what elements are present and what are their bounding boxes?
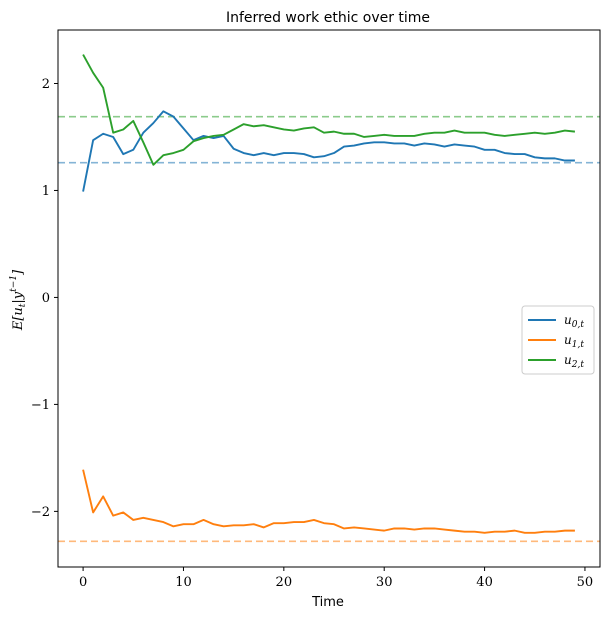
y-tick-label: −1	[31, 398, 50, 413]
y-axis: −2 −1 0 1 2	[31, 77, 58, 520]
legend-label-2: u2,t	[564, 353, 584, 370]
legend: u0,t u1,t u2,t	[521, 305, 595, 375]
series-line-2	[82, 54, 576, 166]
y-tick-label: 2	[42, 77, 50, 92]
legend-box	[521, 305, 595, 375]
x-tick-label: 10	[175, 575, 192, 590]
chart-title: Inferred work ethic over time	[226, 10, 430, 26]
y-tick-label: −2	[31, 505, 50, 520]
series-line-1	[82, 469, 575, 534]
x-axis: 0 10 20 30 40 50	[79, 567, 593, 590]
plot-area: 0 10 20 30 40 50 −2 −1 0 1 2	[31, 29, 601, 590]
x-tick-label: 0	[79, 575, 87, 590]
y-tick-label: 0	[42, 291, 50, 306]
axes-frame	[57, 29, 601, 568]
series-lines	[82, 54, 576, 534]
x-tick-label: 50	[577, 575, 594, 590]
series-line-0	[82, 110, 575, 192]
x-tick-label: 30	[376, 575, 393, 590]
legend-label-1: u1,t	[564, 333, 584, 350]
x-axis-label: Time	[311, 595, 344, 610]
y-tick-label: 1	[42, 184, 50, 199]
x-tick-label: 20	[276, 575, 293, 590]
reference-lines	[58, 115, 600, 543]
x-tick-label: 40	[476, 575, 493, 590]
legend-label-0: u0,t	[564, 313, 584, 330]
